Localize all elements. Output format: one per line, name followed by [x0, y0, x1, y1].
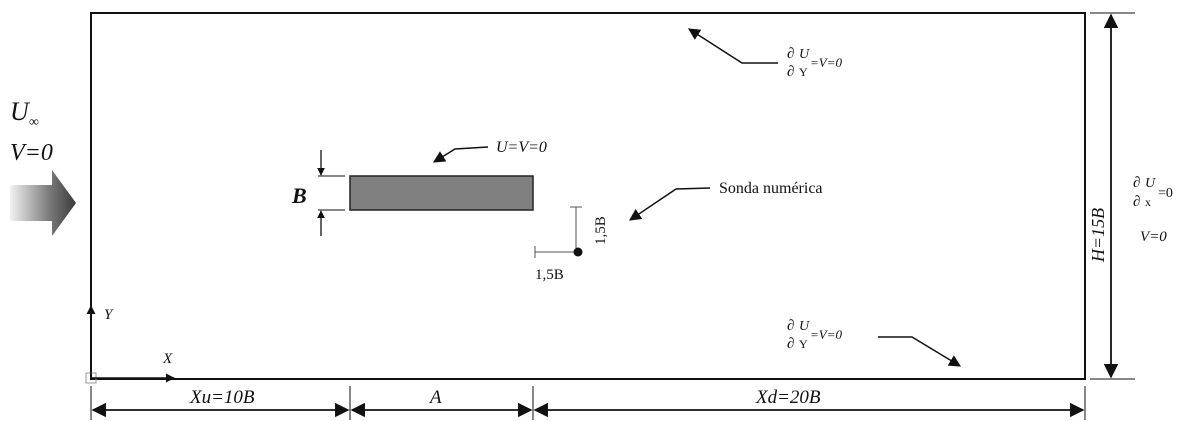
- a-dimension-label: A: [428, 387, 442, 408]
- bottom-bc-den: Y: [799, 337, 808, 351]
- top-bc-den: Y: [799, 65, 808, 79]
- bottom-bc-num: U: [799, 319, 810, 334]
- probe-leader: [629, 187, 711, 221]
- inflow-arrow: [10, 170, 76, 236]
- h-dimension-label: H=15B: [1088, 208, 1108, 263]
- bottom-bc-leader: [878, 336, 962, 367]
- outlet-bc-rest: =0: [1158, 186, 1173, 201]
- obstacle-bc-leader: [432, 146, 489, 163]
- probe-label: Sonda numérica: [719, 180, 823, 197]
- y-axis-label: Y: [104, 307, 114, 323]
- bottom-bc-partial-den: ∂: [787, 336, 794, 352]
- top-bc-num: U: [799, 47, 810, 62]
- top-bc-partial-den: ∂: [787, 64, 794, 80]
- outlet-bc-partial-num: ∂: [1133, 175, 1140, 191]
- xu-dimension-label: Xu=10B: [189, 387, 255, 408]
- probe-dy-label: 1,5B: [593, 216, 609, 245]
- top-bc-leader: [687, 28, 778, 64]
- top-bc-rest: =V=0: [810, 55, 842, 70]
- xd-dimension-label: Xd=20B: [755, 387, 821, 408]
- top-bc-partial-num: ∂: [787, 46, 794, 62]
- x-axis-label: X: [162, 351, 173, 367]
- outlet-bc-num: U: [1145, 176, 1156, 191]
- inlet-u-label: U: [10, 97, 31, 126]
- bottom-bc-rest: =V=0: [810, 327, 842, 342]
- outlet-bc-partial-den: ∂: [1133, 194, 1140, 210]
- obstacle-bc-label: U=V=0: [496, 139, 547, 156]
- domain-boundary: [90, 12, 1086, 380]
- probe-dx-label: 1,5B: [535, 267, 564, 283]
- probe-point: [573, 247, 583, 257]
- inlet-v-label: V=0: [10, 140, 53, 166]
- obstacle-rectangle: [349, 175, 534, 211]
- outlet-bc-den: x: [1145, 195, 1151, 209]
- bottom-bc-partial-num: ∂: [787, 318, 794, 334]
- outlet-bc-v: V=0: [1140, 229, 1167, 245]
- inlet-u-subscript: ∞: [29, 115, 39, 130]
- b-dimension-label: B: [291, 183, 307, 208]
